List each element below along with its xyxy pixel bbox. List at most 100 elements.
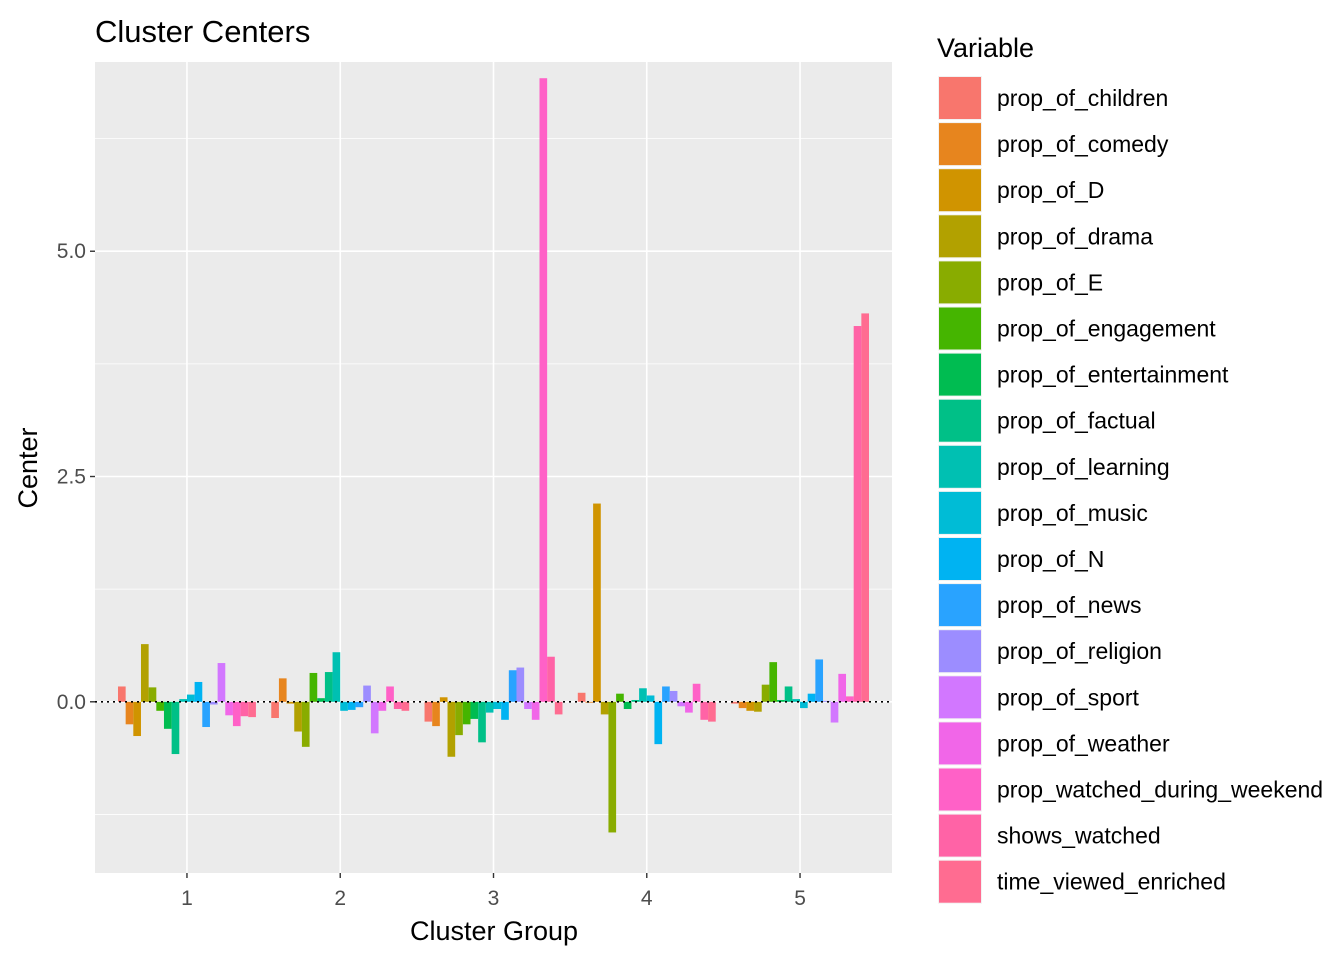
bar <box>117 686 126 702</box>
legend-label: prop_of_factual <box>997 408 1156 434</box>
legend-label: prop_of_sport <box>997 684 1140 710</box>
legend-key <box>939 307 981 350</box>
bar <box>309 672 318 702</box>
bar <box>202 701 210 728</box>
legend-key <box>939 123 981 166</box>
bar <box>248 701 256 718</box>
bar <box>547 656 555 702</box>
bar <box>769 662 778 702</box>
bar <box>761 684 770 702</box>
legend-key <box>939 399 981 442</box>
bar <box>531 701 540 720</box>
bar <box>370 701 379 734</box>
bar <box>240 701 249 717</box>
bar <box>608 701 617 833</box>
legend-label: prop_of_music <box>997 500 1148 526</box>
bar <box>815 659 824 702</box>
legend-key <box>939 169 981 212</box>
legend-label: prop_of_N <box>997 546 1104 572</box>
legend-key <box>939 261 981 304</box>
bar <box>623 701 632 709</box>
legend-key <box>939 676 981 719</box>
legend-key <box>939 445 981 488</box>
bar <box>209 701 218 705</box>
bar <box>332 652 341 702</box>
bar <box>616 693 624 702</box>
bar <box>133 701 141 737</box>
plot-panel: 0.0 2.5 5.0 1 2 3 4 5 <box>57 62 892 910</box>
bar <box>700 701 709 720</box>
bar <box>286 701 295 704</box>
x-tick-label: 5 <box>794 887 806 910</box>
y-axis-title: Center <box>13 427 43 508</box>
bar <box>777 699 785 702</box>
bar <box>156 701 164 711</box>
bar <box>754 701 762 712</box>
legend-label: prop_of_weather <box>997 730 1170 756</box>
bar <box>524 701 532 709</box>
bar <box>792 699 801 702</box>
bar <box>424 701 433 722</box>
bar <box>485 701 494 713</box>
y-tick-label: 5.0 <box>57 240 86 263</box>
bar <box>455 701 463 736</box>
bar <box>585 701 594 703</box>
legend-label: time_viewed_enriched <box>997 869 1226 895</box>
bar <box>539 78 548 702</box>
legend-label: prop_watched_during_weekend <box>997 777 1323 803</box>
x-tick-label: 3 <box>488 887 500 910</box>
bar <box>493 701 502 709</box>
bar <box>186 694 195 702</box>
legend-key <box>939 215 981 258</box>
bar <box>853 326 862 702</box>
bar <box>478 701 486 743</box>
bar <box>317 698 325 702</box>
legend-label: prop_of_news <box>997 592 1142 618</box>
x-tick-label: 4 <box>641 887 653 910</box>
legend-key <box>939 860 981 903</box>
bar <box>731 701 739 704</box>
bar <box>301 701 310 747</box>
bar <box>324 672 333 702</box>
legend-key <box>939 630 981 673</box>
bar <box>140 644 149 702</box>
legend-key <box>939 768 981 811</box>
bar <box>600 701 609 715</box>
legend-label: prop_of_religion <box>997 638 1162 664</box>
legend-key <box>939 353 981 396</box>
bar <box>294 701 302 732</box>
legend: Variable prop_of_children prop_of_comedyp… <box>937 33 1323 904</box>
bar <box>838 673 847 702</box>
legend-label: prop_of_children <box>997 85 1168 111</box>
bar <box>386 686 394 702</box>
legend-label: prop_of_D <box>997 177 1104 203</box>
bar <box>654 701 663 745</box>
bar <box>271 701 279 719</box>
bar <box>508 670 517 702</box>
bar <box>746 701 755 711</box>
legend-label: prop_of_E <box>997 269 1103 295</box>
bar <box>861 313 870 702</box>
legend-label: prop_of_drama <box>997 223 1153 249</box>
legend-items: prop_of_children prop_of_comedy prop_of_Dp… <box>938 76 1323 904</box>
legend-key <box>939 814 981 857</box>
y-tick-label: 0.0 <box>57 691 86 714</box>
bar <box>447 701 456 757</box>
legend-label: prop_of_engagement <box>997 316 1216 342</box>
bar <box>278 678 287 702</box>
bar <box>662 686 670 702</box>
x-tick-label: 2 <box>334 887 346 910</box>
bar <box>823 700 831 702</box>
legend-label: prop_of_comedy <box>997 131 1169 157</box>
bar <box>830 701 839 723</box>
bar <box>171 701 180 755</box>
bar <box>217 663 226 702</box>
legend-key <box>939 538 981 580</box>
bar <box>677 701 686 707</box>
bar <box>179 699 187 702</box>
bar <box>692 683 701 702</box>
bar <box>708 701 716 722</box>
bar <box>355 701 364 708</box>
bar <box>125 701 134 725</box>
